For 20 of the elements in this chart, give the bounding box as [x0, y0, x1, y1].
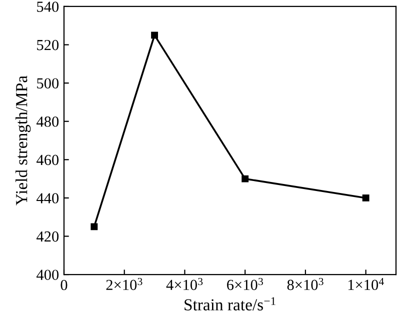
x-tick-label: 2×10$^{3}$ [106, 278, 142, 290]
y-tick-label: 440 [36, 193, 59, 204]
y-tick-label: 500 [37, 78, 59, 89]
y-tick-label: 520 [37, 40, 59, 50]
point [151, 32, 158, 39]
point [90, 223, 98, 230]
y-tick-label: 480 [36, 116, 59, 127]
x-tick-label: 0 [60, 280, 68, 290]
point [242, 175, 249, 182]
y-tick-label: 420 [36, 231, 59, 242]
point [362, 194, 370, 202]
x-tick-label: 1×10$^{4}$ [348, 278, 384, 290]
y-tick-label: 400 [36, 270, 59, 280]
y-tick-label: 460 [36, 154, 59, 166]
y-axis-title: Yield strength/MPa [16, 76, 31, 206]
x-axis-title: Strain rate/s$^{−1}$ [184, 297, 276, 310]
x-tick-label: 6×10$^{3}$ [227, 278, 263, 290]
x-tick-label: 8×10$^{3}$ [287, 278, 324, 290]
x-tick-label: 4×10$^{3}$ [166, 278, 203, 290]
y-tick-label: 540 [37, 2, 59, 12]
